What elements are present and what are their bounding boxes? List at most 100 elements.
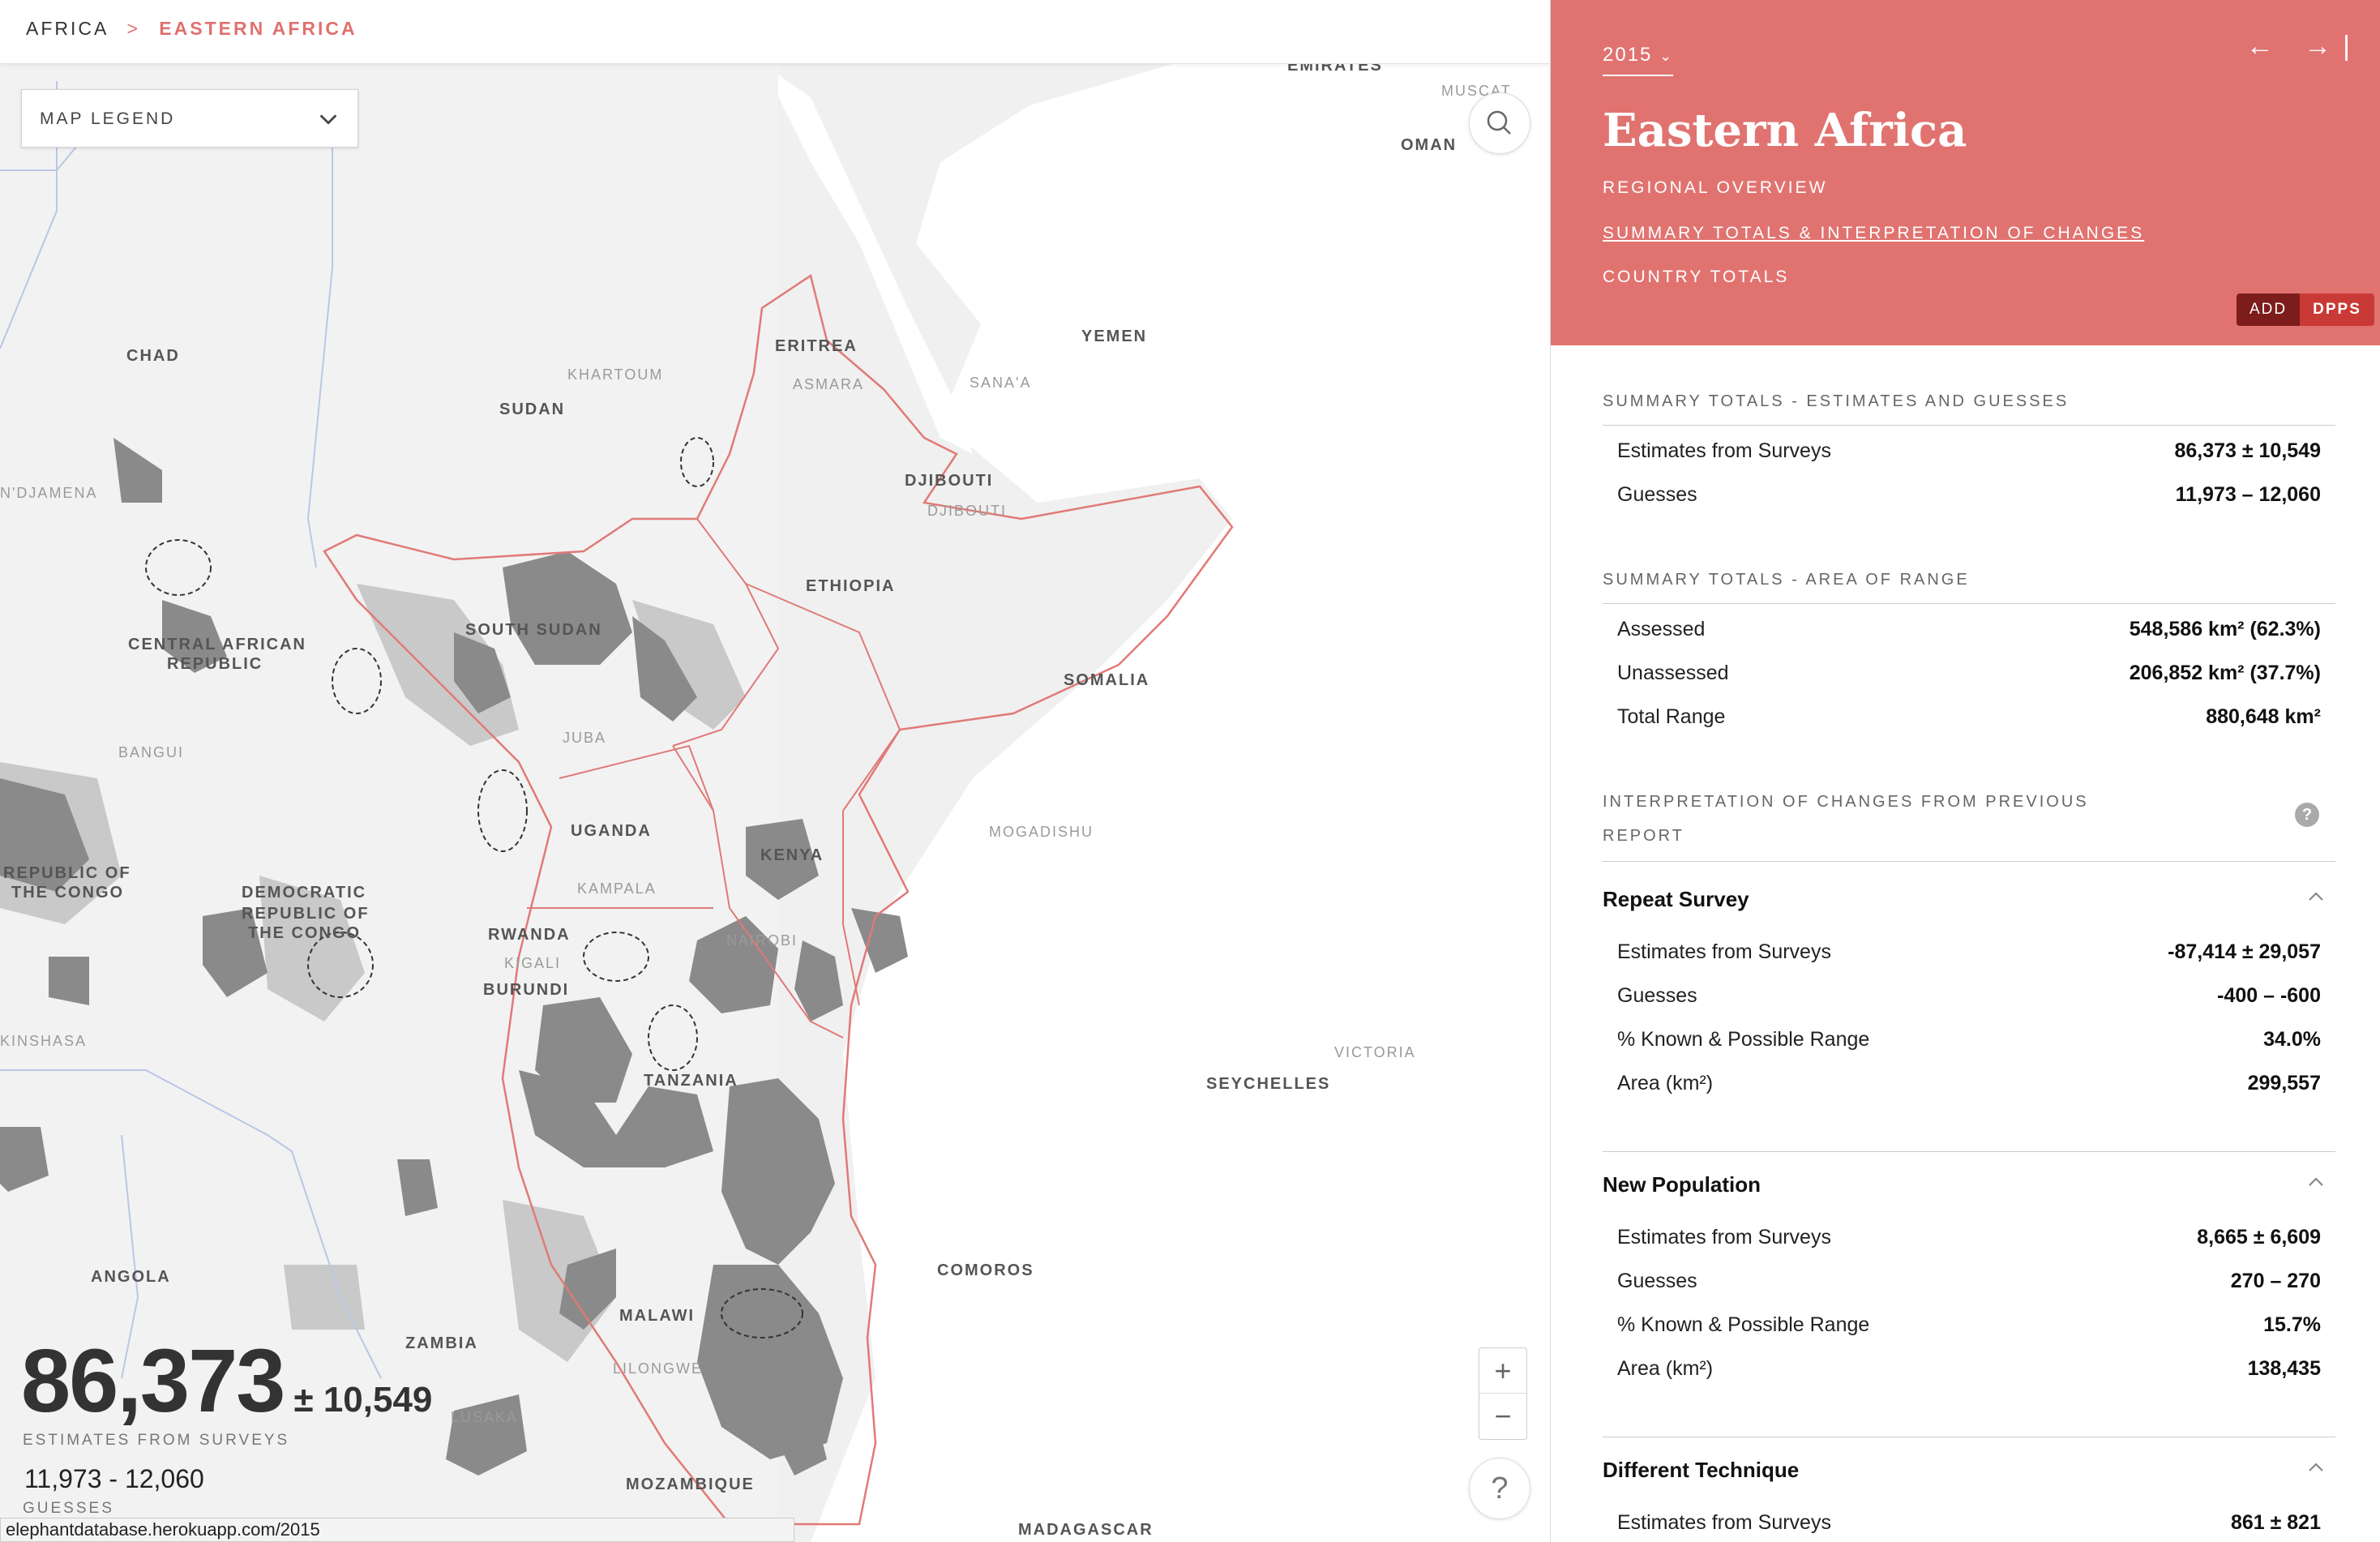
label-lusaka: LUSAKA	[451, 1409, 519, 1425]
label-comoros: COMOROS	[937, 1261, 1034, 1279]
label-somalia: SOMALIA	[1064, 671, 1150, 689]
label-chad: CHAD	[126, 347, 180, 365]
label-oman: OMAN	[1401, 136, 1458, 154]
row-value: 138,435	[2247, 1357, 2321, 1380]
group-header-repeat-survey[interactable]: Repeat Survey	[1603, 887, 2335, 912]
help-icon[interactable]: ?	[2295, 803, 2319, 827]
map-pane[interactable]: AFRICA > EASTERN AFRICA MAP LEGEND EMIRA…	[0, 0, 1550, 1542]
label-ndjamena: N'DJAMENA	[0, 485, 98, 501]
row-label: % Known & Possible Range	[1617, 1313, 1870, 1336]
search-button[interactable]	[1469, 92, 1530, 154]
label-lilongwe: LILONGWE	[613, 1360, 704, 1377]
group-header-new-population[interactable]: New Population	[1603, 1172, 2335, 1197]
row-value: -400 – -600	[2217, 984, 2321, 1007]
group-title: New Population	[1603, 1172, 1761, 1197]
label-asmara: ASMARA	[793, 376, 865, 392]
label-burundi: BURUNDI	[483, 981, 570, 999]
label-south-sudan: SOUTH SUDAN	[465, 621, 602, 639]
region-outline	[323, 273, 1234, 1526]
label-roc-line2: THE CONGO	[11, 884, 125, 902]
chevron-up-icon	[2309, 1463, 2323, 1471]
toggle-dpps[interactable]: DPPS	[2300, 293, 2374, 326]
help-button[interactable]: ?	[1469, 1458, 1530, 1519]
breadcrumb-eastern-africa[interactable]: EASTERN AFRICA	[159, 18, 357, 39]
row-value: 8,665 ± 6,609	[2197, 1226, 2321, 1249]
label-madagascar: MADAGASCAR	[1018, 1521, 1154, 1539]
estimate-pm: ± 10,549	[293, 1380, 433, 1420]
row-value: -87,414 ± 29,057	[2168, 940, 2321, 963]
year-value: 2015	[1603, 44, 1653, 66]
row-label: Total Range	[1617, 705, 1726, 728]
toggle-add[interactable]: ADD	[2237, 293, 2301, 326]
label-kenya: KENYA	[760, 846, 824, 864]
label-sudan: SUDAN	[499, 400, 566, 418]
survey-outlines	[145, 437, 803, 1339]
label-bangui: BANGUI	[118, 744, 185, 760]
add-dpps-toggle[interactable]: ADD DPPS	[2237, 293, 2374, 326]
zoom-in-button[interactable]: +	[1494, 1354, 1512, 1387]
year-selector[interactable]: 2015 ⌄	[1603, 44, 1674, 76]
label-mogadishu: MOGADISHU	[989, 824, 1094, 840]
table-row: Assessed 548,586 km² (62.3%)	[1617, 618, 2321, 650]
row-value: 34.0%	[2263, 1028, 2321, 1051]
panel-title: Eastern Africa	[1603, 104, 1967, 157]
caret-down-icon: ⌄	[1659, 48, 1674, 64]
search-icon	[1487, 110, 1511, 135]
map-legend-label: MAP LEGEND	[40, 109, 176, 128]
table-row: Guesses 270 – 270	[1617, 1270, 2321, 1302]
label-victoria: VICTORIA	[1334, 1044, 1416, 1060]
row-label: Guesses	[1617, 483, 1697, 506]
nav-summary-totals[interactable]: SUMMARY TOTALS & INTERPRETATION OF CHANG…	[1603, 224, 2145, 242]
label-kinshasa: KINSHASA	[0, 1033, 88, 1049]
label-yemen: YEMEN	[1081, 328, 1148, 345]
label-rwanda: RWANDA	[488, 926, 571, 944]
nav-country-totals[interactable]: COUNTRY TOTALS	[1603, 268, 1790, 286]
table-row: Estimates from Surveys 861 ± 821	[1617, 1511, 2321, 1542]
divider	[1603, 1151, 2335, 1152]
label-nairobi: NAIROBI	[726, 932, 798, 949]
label-drc-line2: REPUBLIC OF	[242, 905, 370, 923]
table-row: Estimates from Surveys 86,373 ± 10,549	[1617, 439, 2321, 472]
chevron-up-icon	[2309, 1177, 2323, 1186]
basemap[interactable]	[0, 0, 1550, 1542]
label-malawi: MALAWI	[619, 1307, 696, 1325]
chevron-down-icon	[319, 114, 337, 125]
row-label: Estimates from Surveys	[1617, 940, 1831, 963]
map-legend-dropdown[interactable]: MAP LEGEND	[21, 89, 358, 148]
table-row: Estimates from Surveys -87,414 ± 29,057	[1617, 940, 2321, 973]
row-label: Area (km²)	[1617, 1072, 1714, 1094]
label-car-line1: CENTRAL AFRICAN	[128, 636, 306, 653]
divider	[1603, 425, 2335, 426]
chevron-up-icon	[2309, 892, 2323, 901]
row-label: Estimates from Surveys	[1617, 1226, 1831, 1249]
label-djibouti-city: DJIBOUTI	[927, 503, 1008, 519]
row-value: 299,557	[2247, 1072, 2321, 1094]
estimate-display: 86,373 ± 10,549	[21, 1330, 432, 1433]
breadcrumb-africa[interactable]: AFRICA	[26, 18, 109, 39]
label-kigali: KIGALI	[504, 955, 562, 971]
status-bar-url: elephantdatabase.herokuapp.com/2015	[0, 1518, 794, 1542]
indian-ocean	[811, 63, 1550, 1542]
row-value: 15.7%	[2263, 1313, 2321, 1336]
group-title: Repeat Survey	[1603, 887, 1749, 911]
table-row: Guesses 11,973 – 12,060	[1617, 483, 2321, 516]
row-value: 86,373 ± 10,549	[2174, 439, 2321, 462]
zoom-out-button[interactable]: −	[1479, 1393, 1526, 1438]
guesses-value: 11,973 - 12,060	[24, 1464, 204, 1493]
table-row: Area (km²) 138,435	[1617, 1357, 2321, 1390]
top-bar: AFRICA > EASTERN AFRICA	[0, 0, 1550, 64]
row-label: Guesses	[1617, 984, 1697, 1007]
panel-collapse-arrows[interactable]: ← →|	[2245, 31, 2361, 62]
label-tanzania: TANZANIA	[644, 1072, 738, 1090]
range-known	[0, 438, 908, 1476]
nav-regional-overview[interactable]: REGIONAL OVERVIEW	[1603, 178, 1828, 197]
label-mozambique: MOZAMBIQUE	[626, 1476, 755, 1493]
land-base	[0, 63, 778, 1542]
zoom-control: + −	[1479, 1347, 1527, 1440]
breadcrumb: AFRICA > EASTERN AFRICA	[26, 18, 357, 40]
label-eritrea: ERITREA	[775, 337, 858, 355]
guesses-label: GUESSES	[23, 1500, 114, 1517]
group-header-different-technique[interactable]: Different Technique	[1603, 1458, 2335, 1483]
row-label: Guesses	[1617, 1270, 1697, 1292]
section-title-estimates: SUMMARY TOTALS - ESTIMATES AND GUESSES	[1603, 392, 2070, 410]
